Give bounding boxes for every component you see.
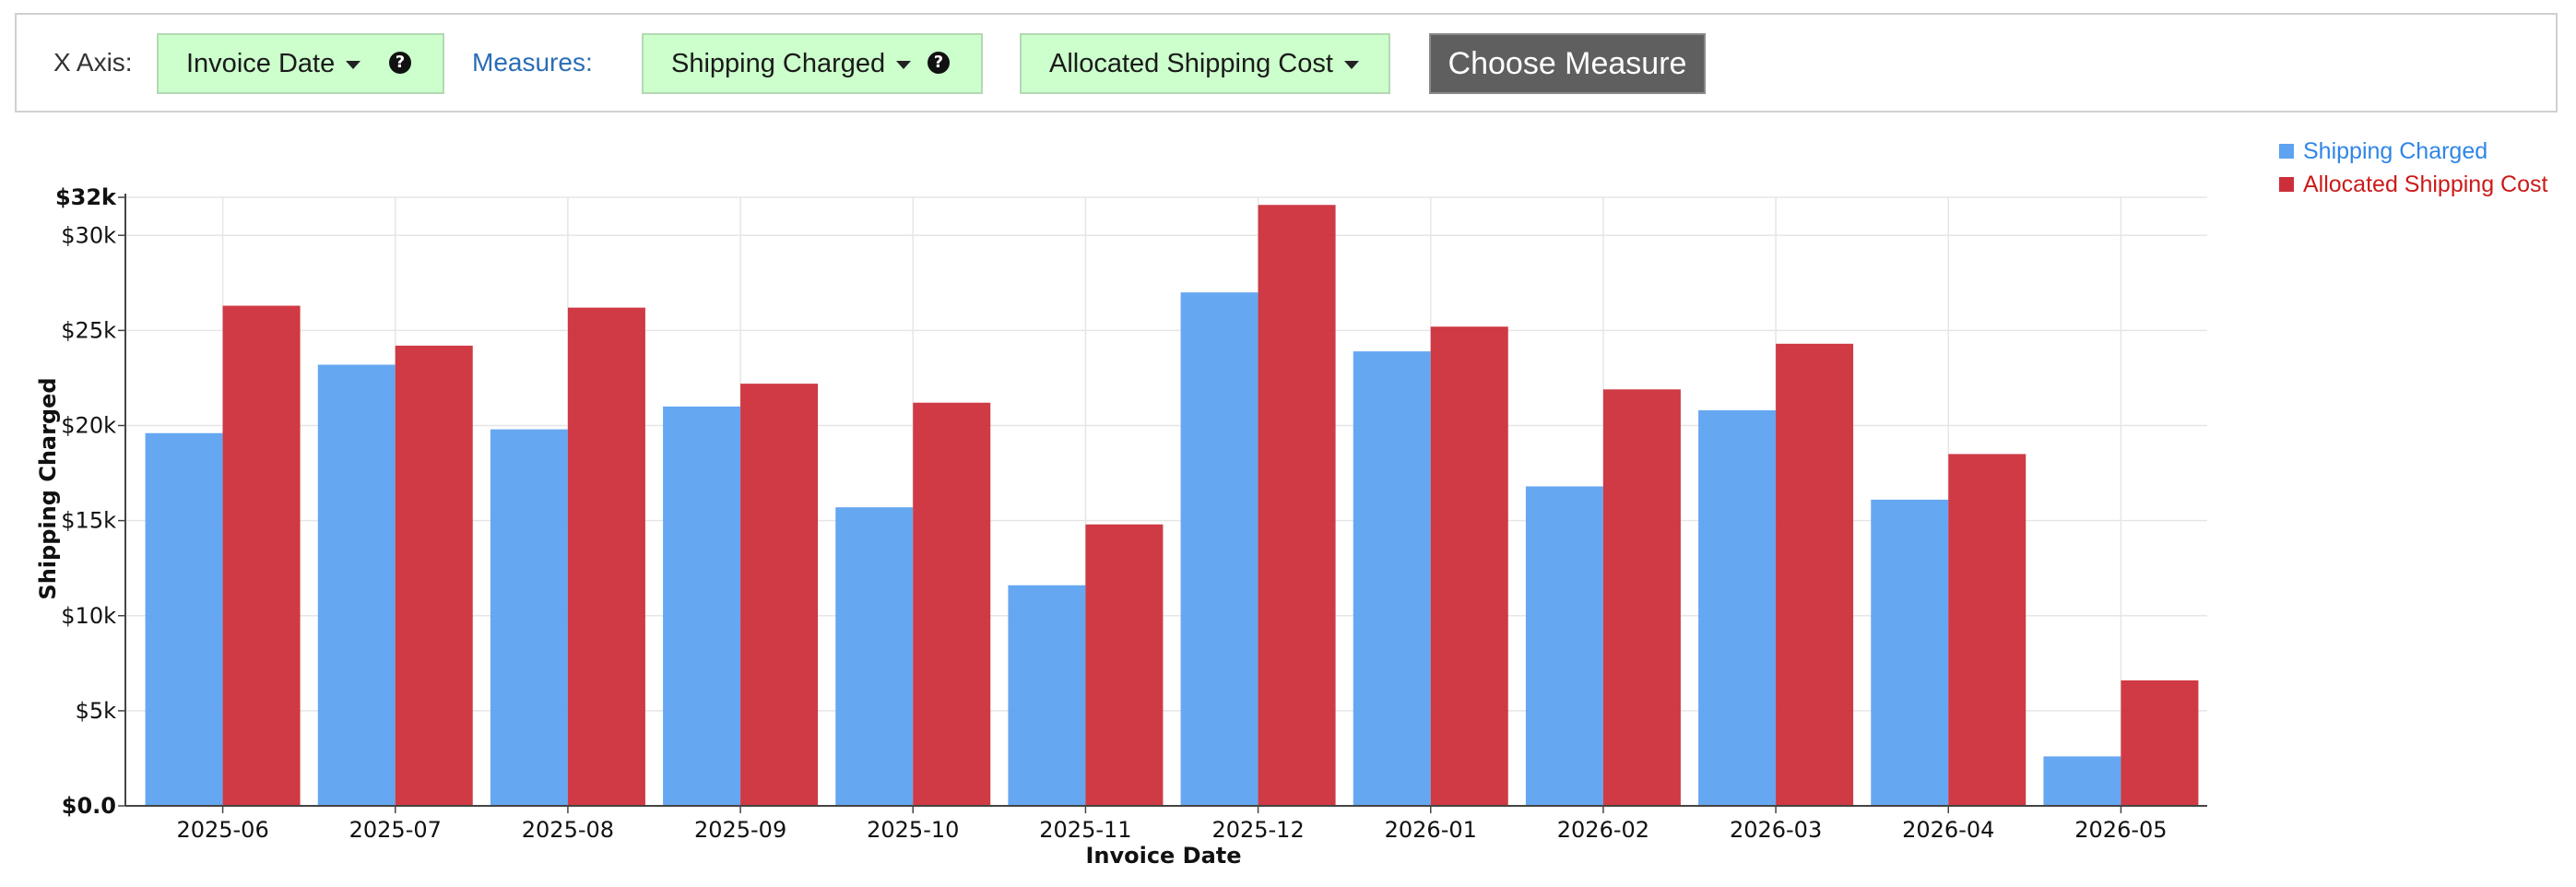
bar-allocated-shipping-cost[interactable] (913, 402, 991, 806)
measure2-dropdown[interactable]: Allocated Shipping Cost (1020, 33, 1390, 94)
chart-axes: $0.0 $5k $10k $15k $20k $25k $30k $32k 2025-06 20… (55, 184, 2207, 843)
bar-allocated-shipping-cost[interactable] (1776, 343, 1854, 806)
y-tick-label: $5k (76, 698, 117, 724)
x-tick-label: 2026-04 (1902, 817, 1994, 843)
bar-shipping-charged[interactable] (317, 364, 396, 807)
bar-allocated-shipping-cost[interactable] (740, 384, 819, 806)
x-tick-label: 2025-08 (522, 817, 614, 843)
bar-allocated-shipping-cost[interactable] (1602, 389, 1681, 806)
bar-allocated-shipping-cost[interactable] (222, 305, 301, 806)
bar-allocated-shipping-cost[interactable] (2121, 680, 2199, 806)
xaxis-dropdown-value: Invoice Date (186, 48, 336, 78)
x-tick-label: 2026-02 (1557, 817, 1649, 843)
x-tick-label: 2026-01 (1385, 817, 1477, 843)
help-icon[interactable]: ? (389, 52, 411, 74)
bar-shipping-charged[interactable] (145, 432, 223, 806)
y-tick-label: $15k (61, 508, 116, 534)
bar-allocated-shipping-cost[interactable] (1948, 454, 2027, 806)
chevron-down-icon (896, 60, 912, 69)
bar-shipping-charged[interactable] (490, 429, 568, 806)
xaxis-label: X Axis: (53, 48, 133, 77)
x-tick-label: 2025-12 (1211, 817, 1304, 843)
bar-shipping-charged[interactable] (1871, 499, 1949, 806)
x-tick-label: 2025-11 (1039, 817, 1131, 843)
y-tick-label: $32k (55, 184, 117, 210)
bar-allocated-shipping-cost[interactable] (1430, 326, 1508, 806)
measure1-dropdown[interactable]: Shipping Charged ? (642, 33, 983, 94)
x-tick-label: 2026-03 (1730, 817, 1822, 843)
measures-label: Measures: (472, 48, 593, 77)
bar-allocated-shipping-cost[interactable] (1258, 205, 1336, 806)
y-tick-label: $30k (61, 222, 116, 248)
bar-shipping-charged[interactable] (1698, 410, 1777, 806)
x-tick-label: 2025-09 (694, 817, 786, 843)
y-tick-label: $0.0 (62, 793, 116, 819)
bar-allocated-shipping-cost[interactable] (567, 307, 645, 806)
bar-allocated-shipping-cost[interactable] (1085, 524, 1164, 806)
choose-measure-button[interactable]: Choose Measure (1429, 33, 1706, 94)
bar-shipping-charged[interactable] (835, 507, 914, 806)
y-axis-title: Shipping Charged (35, 377, 61, 599)
measure1-dropdown-value: Shipping Charged (671, 48, 886, 78)
y-tick-label: $20k (61, 413, 116, 439)
chart-toolbar: X Axis: Invoice Date ? Measures: Shippin… (15, 13, 2558, 112)
bar-shipping-charged[interactable] (663, 406, 741, 806)
legend-swatch-series1 (2279, 144, 2294, 159)
bar-shipping-charged[interactable] (1353, 351, 1431, 806)
bar-shipping-charged[interactable] (2043, 756, 2121, 806)
y-tick-label: $10k (61, 603, 116, 629)
x-tick-label: 2025-10 (867, 817, 959, 843)
legend-swatch-series2 (2279, 177, 2294, 192)
x-tick-label: 2025-06 (176, 817, 268, 843)
bar-shipping-charged[interactable] (1180, 292, 1258, 806)
legend-item-series2[interactable]: Allocated Shipping Cost (2279, 168, 2547, 201)
chart-legend: Shipping Charged Allocated Shipping Cost (2279, 135, 2547, 201)
y-tick-label: $25k (61, 317, 116, 343)
xaxis-dropdown[interactable]: Invoice Date ? (157, 33, 444, 94)
measure2-dropdown-value: Allocated Shipping Cost (1049, 48, 1333, 78)
chevron-down-icon (1343, 60, 1359, 69)
chevron-down-icon (346, 60, 361, 69)
help-icon[interactable]: ? (928, 52, 950, 74)
x-axis-title: Invoice Date (1085, 843, 1241, 869)
chart-bars (145, 205, 2199, 807)
x-tick-label: 2025-07 (349, 817, 442, 843)
bar-shipping-charged[interactable] (1008, 585, 1086, 806)
legend-label-series2: Allocated Shipping Cost (2303, 171, 2548, 197)
legend-label-series1: Shipping Charged (2303, 137, 2488, 164)
bar-allocated-shipping-cost[interactable] (395, 345, 473, 806)
bar-shipping-charged[interactable] (1525, 486, 1603, 807)
x-tick-label: 2026-05 (2074, 817, 2167, 843)
legend-item-series1[interactable]: Shipping Charged (2279, 135, 2547, 168)
